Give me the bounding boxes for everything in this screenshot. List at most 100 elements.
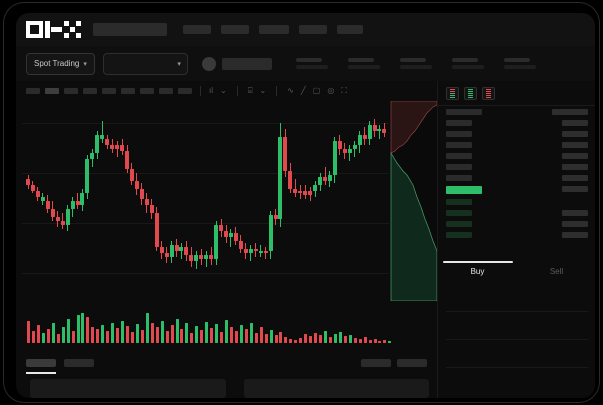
candle: [209, 101, 214, 301]
orderbook-mode-both[interactable]: [446, 87, 459, 100]
volume-bar: [56, 334, 60, 343]
pencil-icon[interactable]: ╱: [300, 86, 306, 95]
chevron-down-icon[interactable]: ⌄: [220, 86, 227, 95]
depth-asks-area: [390, 101, 437, 154]
stat-4-value: [451, 65, 484, 69]
timeframe-button-4[interactable]: [83, 88, 97, 94]
line-tool-icon[interactable]: ∿: [287, 86, 294, 95]
order-form-row-3[interactable]: [446, 367, 588, 368]
stat-2: [347, 58, 380, 69]
volume-bar: [200, 330, 204, 343]
candle: [313, 101, 318, 301]
nav-item-2[interactable]: [221, 25, 249, 34]
toolbar-divider: [236, 86, 238, 96]
volume-bar: [27, 321, 30, 343]
bottom-tab-2[interactable]: [64, 359, 94, 367]
volume-bar: [130, 332, 134, 343]
settings-icon[interactable]: ◎: [327, 86, 335, 95]
volume-bar: [205, 322, 209, 343]
orderbook-mode-asks[interactable]: [482, 87, 495, 100]
volume-bar: [81, 313, 85, 343]
indicator-icon[interactable]: ıl: [209, 86, 213, 95]
timeframe-button-6[interactable]: [121, 88, 135, 94]
candle: [30, 101, 35, 301]
orderbook-icon-mixed: [450, 89, 455, 98]
chart-toolbar: ıl ⌄ ⌸ ⌄ ∿ ╱ ▢ ◎ ⛶: [16, 81, 437, 101]
gridline-1: [22, 123, 437, 124]
logo-letter-x: [64, 21, 81, 38]
okx-logo[interactable]: [26, 21, 81, 38]
depth-bids-area: [390, 151, 437, 301]
candle: [219, 101, 224, 301]
price-chart[interactable]: [16, 101, 437, 301]
volume-bar: [66, 319, 70, 343]
top-navigation-bar: [16, 13, 595, 46]
orderbook-bid-qty: [562, 210, 588, 216]
timeframe-button-3[interactable]: [64, 88, 78, 94]
bottom-panel-right[interactable]: [244, 379, 429, 398]
orderbook-mode-bids[interactable]: [464, 87, 477, 100]
orderbook-ask-price: [446, 120, 472, 126]
timeframe-button-7[interactable]: [140, 88, 154, 94]
timeframe-button-5[interactable]: [102, 88, 116, 94]
volume-bar: [96, 329, 100, 343]
market-type-dropdown[interactable]: Spot Trading ▾: [26, 52, 95, 75]
camera-icon[interactable]: ▢: [312, 86, 321, 95]
orderbook-ask-price: [446, 142, 472, 148]
order-form-row-2[interactable]: [446, 339, 588, 340]
global-search-input[interactable]: [93, 23, 167, 36]
order-form-row-1[interactable]: [446, 311, 588, 312]
candle: [90, 101, 95, 301]
candle: [134, 101, 139, 301]
volume-bar: [274, 335, 278, 343]
volume-bar: [279, 332, 283, 343]
fullscreen-icon[interactable]: ⛶: [341, 86, 347, 95]
candle: [105, 101, 110, 301]
nav-items: [183, 25, 363, 34]
tab-sell[interactable]: Sell: [549, 267, 564, 276]
candle: [189, 101, 194, 301]
candle: [179, 101, 184, 301]
volume-bar: [41, 333, 45, 343]
tab-buy[interactable]: Buy: [470, 267, 485, 276]
bottom-panel-left[interactable]: [30, 379, 226, 398]
candle: [258, 101, 263, 301]
toolbar-divider: [200, 86, 201, 96]
depth-svg: [390, 101, 437, 301]
market-stats: [295, 58, 536, 69]
candle: [382, 101, 387, 301]
candle: [85, 101, 90, 301]
timeframe-button-2[interactable]: [45, 88, 59, 94]
trading-pair-select[interactable]: ▾: [102, 52, 188, 75]
volume-bar: [378, 341, 382, 343]
bottom-tab-1[interactable]: [26, 359, 56, 367]
nav-item-4[interactable]: [299, 25, 327, 34]
candle: [248, 101, 253, 301]
orderbook-ask-qty: [562, 153, 588, 159]
market-type-label: Spot Trading: [34, 59, 80, 68]
volume-bar: [31, 331, 35, 343]
timeframe-button-1[interactable]: [26, 88, 40, 94]
volume-bar: [91, 327, 95, 343]
nav-item-3[interactable]: [259, 25, 289, 34]
bottom-tab-3[interactable]: [361, 359, 391, 367]
timeframe-button-8[interactable]: [159, 88, 173, 94]
volume-bar: [239, 325, 243, 343]
volume-bar: [294, 340, 298, 343]
timeframe-button-9[interactable]: [178, 88, 192, 94]
chevron-down-icon[interactable]: ⌄: [259, 86, 267, 95]
chart-type-icon[interactable]: ⌸: [247, 86, 253, 95]
orderbook-bid-price: [446, 199, 472, 205]
bottom-tab-4[interactable]: [397, 359, 427, 367]
market-depth-chart: [389, 101, 437, 301]
volume-bar: [324, 331, 327, 343]
buy-sell-tab-bar: Buy Sell: [438, 261, 595, 283]
nav-item-1[interactable]: [183, 25, 211, 34]
candle: [184, 101, 189, 301]
candle: [70, 101, 75, 301]
nav-item-5[interactable]: [337, 25, 363, 34]
candle: [367, 101, 372, 301]
candle: [327, 101, 332, 301]
candle: [268, 101, 273, 301]
